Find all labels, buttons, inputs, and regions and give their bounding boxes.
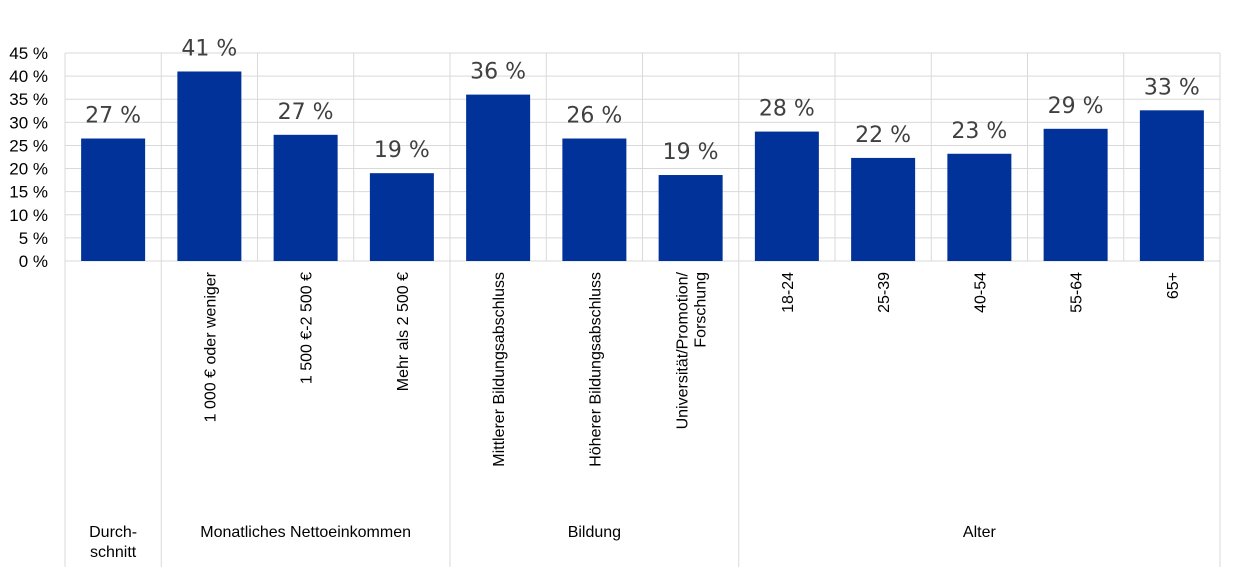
bar <box>851 157 916 261</box>
category-label-line: 40-54 <box>972 272 989 313</box>
category-labels: 1 000 € oder weniger 1 500 €-2 500 € Mehr … <box>202 271 1182 466</box>
category-label-line: Universität/Promotion/ <box>675 271 692 429</box>
category-label: 25-39 <box>876 272 893 313</box>
bar <box>177 71 242 261</box>
category-label-line: 65+ <box>1165 272 1182 299</box>
y-tick-label: 45 % <box>9 44 48 63</box>
category-label-line: Forschung <box>693 272 710 348</box>
category-label-line: Höherer Bildungsabschluss <box>587 272 604 467</box>
y-tick-label: 30 % <box>9 113 48 132</box>
group-label: Durch- <box>89 524 137 541</box>
category-label-line: 18-24 <box>780 272 797 313</box>
bar <box>81 138 146 261</box>
bar <box>1043 128 1108 261</box>
data-label: 26 % <box>566 104 622 129</box>
category-label: Mehr als 2 500 € <box>395 272 412 391</box>
category-label: 40-54 <box>972 272 989 313</box>
data-label: 19 % <box>663 140 719 165</box>
group-label: Alter <box>963 524 997 541</box>
data-label: 22 % <box>855 123 911 148</box>
category-label: 1 000 € oder weniger <box>202 271 219 422</box>
data-labels: 27 % 41 % 27 % 19 % 36 % 26 % 19 % 28 % 22 % 23 %… <box>85 36 1200 165</box>
category-label: Höherer Bildungsabschluss <box>587 272 604 467</box>
category-label: 65+ <box>1165 272 1182 299</box>
data-label: 33 % <box>1144 75 1200 100</box>
y-tick-label: 10 % <box>9 206 48 225</box>
group-label: schnitt <box>90 544 137 561</box>
group-labels: Durch-schnitt Monatliches Nettoeinkommen B… <box>89 524 996 561</box>
bar <box>562 138 627 261</box>
category-label-line: 55-64 <box>1069 272 1086 313</box>
bar <box>369 173 434 261</box>
gridlines <box>64 52 1221 567</box>
data-label: 19 % <box>374 138 430 163</box>
y-tick-label: 40 % <box>9 67 48 86</box>
category-label-line: Mehr als 2 500 € <box>395 272 412 391</box>
category-label-line: 1 000 € oder weniger <box>202 271 219 422</box>
category-label: Universität/Promotion/Forschung <box>675 271 710 429</box>
bar <box>273 134 338 261</box>
category-label: 18-24 <box>780 272 797 313</box>
category-label: 55-64 <box>1069 272 1086 313</box>
data-label: 27 % <box>85 104 141 129</box>
data-label: 36 % <box>470 60 526 85</box>
y-tick-label: 15 % <box>9 183 48 202</box>
y-tick-label: 25 % <box>9 136 48 155</box>
category-label: 1 500 €-2 500 € <box>299 272 316 384</box>
category-label-line: 25-39 <box>876 272 893 313</box>
bar <box>658 175 723 261</box>
bar <box>466 94 531 261</box>
category-label-line: 1 500 €-2 500 € <box>299 272 316 384</box>
data-label: 28 % <box>759 97 815 122</box>
category-label-line: Mittlerer Bildungsabschluss <box>491 272 508 467</box>
bar <box>754 131 819 261</box>
data-label: 23 % <box>951 119 1007 144</box>
group-label: Monatliches Nettoeinkommen <box>200 524 411 541</box>
y-tick-label: 20 % <box>9 160 48 179</box>
y-tick-label: 5 % <box>19 229 48 248</box>
data-label: 27 % <box>278 100 334 125</box>
bar <box>947 153 1012 261</box>
group-label: Bildung <box>568 524 621 541</box>
data-label: 29 % <box>1048 94 1104 119</box>
bars <box>81 71 1204 261</box>
bar <box>1139 110 1204 261</box>
data-label: 41 % <box>181 36 237 61</box>
y-tick-label: 0 % <box>19 252 48 271</box>
category-label: Mittlerer Bildungsabschluss <box>491 272 508 467</box>
y-axis-ticks: 0 % 5 % 10 % 15 % 20 % 25 % 30 % 35 % 40 % 45 % <box>9 44 48 271</box>
y-tick-label: 35 % <box>9 90 48 109</box>
